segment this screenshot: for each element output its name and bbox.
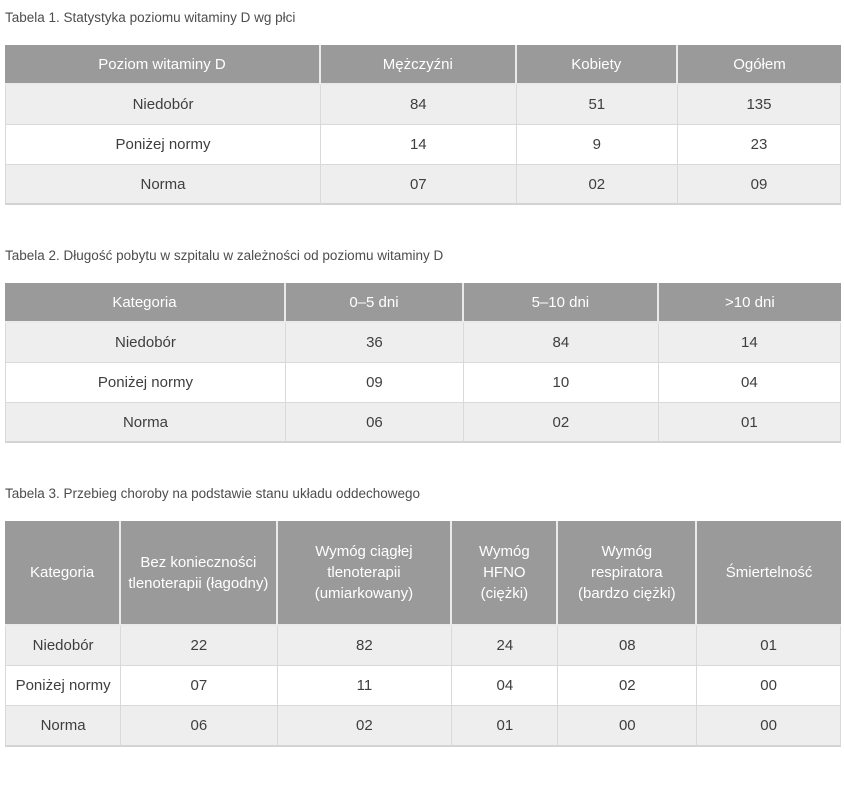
cell: 02 xyxy=(277,706,453,747)
table-2-title: Tabela 2. Długość pobytu w szpitalu w za… xyxy=(5,248,444,263)
row-label: Norma xyxy=(5,403,286,443)
table-row: Poniżej normy 14 9 23 xyxy=(5,125,841,165)
cell: 01 xyxy=(452,706,559,747)
column-header: 0–5 dni xyxy=(285,283,464,323)
row-label: Niedobór xyxy=(5,323,286,363)
cell: 09 xyxy=(677,165,841,205)
row-label: Norma xyxy=(5,165,321,205)
column-header: Śmiertelność xyxy=(697,521,841,626)
table-3-header-row: Kategoria Bez konieczności tlenoterapii … xyxy=(5,521,841,626)
cell: 04 xyxy=(452,666,559,706)
cell: 22 xyxy=(121,626,278,666)
cell: 51 xyxy=(516,85,678,125)
table-3-title: Tabela 3. Przebieg choroby na podstawie … xyxy=(5,486,421,501)
cell: 04 xyxy=(658,363,841,403)
cell: 82 xyxy=(277,626,453,666)
row-label: Norma xyxy=(5,706,122,747)
row-label: Poniżej normy xyxy=(5,666,122,706)
cell: 00 xyxy=(558,706,698,747)
cell: 24 xyxy=(452,626,559,666)
cell: 36 xyxy=(285,323,464,363)
column-header: Ogółem xyxy=(677,45,841,85)
table-1-vitamin-d-by-sex: Poziom witaminy D Mężczyźni Kobiety Ogół… xyxy=(5,45,841,205)
column-header: Wymóg HFNO (ciężki) xyxy=(452,521,559,626)
column-header: Kobiety xyxy=(516,45,678,85)
table-row: Niedobór 22 82 24 08 01 xyxy=(5,626,841,666)
column-header: Mężczyźni xyxy=(321,45,517,85)
table-2-hospital-stay: Kategoria 0–5 dni 5–10 dni >10 dni Niedo… xyxy=(5,283,841,443)
cell: 06 xyxy=(121,706,278,747)
table-row: Poniżej normy 07 11 04 02 00 xyxy=(5,666,841,706)
cell: 00 xyxy=(697,666,841,706)
row-label: Poniżej normy xyxy=(5,363,286,403)
table-row: Poniżej normy 09 10 04 xyxy=(5,363,841,403)
cell: 23 xyxy=(677,125,841,165)
cell: 84 xyxy=(463,323,659,363)
column-header: Kategoria xyxy=(5,283,286,323)
cell: 14 xyxy=(658,323,841,363)
row-label: Niedobór xyxy=(5,626,122,666)
cell: 00 xyxy=(697,706,841,747)
cell: 08 xyxy=(558,626,698,666)
cell: 84 xyxy=(321,85,517,125)
row-label: Niedobór xyxy=(5,85,321,125)
table-2-header-row: Kategoria 0–5 dni 5–10 dni >10 dni xyxy=(5,283,841,323)
column-header: Poziom witaminy D xyxy=(5,45,321,85)
cell: 07 xyxy=(121,666,278,706)
row-label: Poniżej normy xyxy=(5,125,321,165)
table-1-header-row: Poziom witaminy D Mężczyźni Kobiety Ogół… xyxy=(5,45,841,85)
table-2-section: Tabela 2. Długość pobytu w szpitalu w za… xyxy=(5,247,841,443)
table-row: Norma 07 02 09 xyxy=(5,165,841,205)
table-1-section: Tabela 1. Statystyka poziomu witaminy D … xyxy=(5,9,841,205)
table-1-title: Tabela 1. Statystyka poziomu witaminy D … xyxy=(5,10,296,25)
table-3-section: Tabela 3. Przebieg choroby na podstawie … xyxy=(5,485,841,747)
table-row: Norma 06 02 01 xyxy=(5,403,841,443)
column-header: Bez konieczności tlenoterapii (łagodny) xyxy=(121,521,278,626)
cell: 9 xyxy=(516,125,678,165)
cell: 01 xyxy=(658,403,841,443)
column-header: Wymóg ciągłej tlenoterapii (umiarkowany) xyxy=(277,521,453,626)
cell: 02 xyxy=(463,403,659,443)
column-header: Wymóg respiratora (bardzo ciężki) xyxy=(558,521,698,626)
table-row: Niedobór 36 84 14 xyxy=(5,323,841,363)
cell: 07 xyxy=(321,165,517,205)
table-row: Niedobór 84 51 135 xyxy=(5,85,841,125)
cell: 01 xyxy=(697,626,841,666)
column-header: >10 dni xyxy=(658,283,841,323)
cell: 02 xyxy=(516,165,678,205)
cell: 14 xyxy=(321,125,517,165)
table-3-disease-course: Kategoria Bez konieczności tlenoterapii … xyxy=(5,521,841,747)
cell: 06 xyxy=(285,403,464,443)
cell: 11 xyxy=(277,666,453,706)
cell: 10 xyxy=(463,363,659,403)
cell: 135 xyxy=(677,85,841,125)
column-header: 5–10 dni xyxy=(463,283,659,323)
column-header: Kategoria xyxy=(5,521,122,626)
cell: 09 xyxy=(285,363,464,403)
cell: 02 xyxy=(558,666,698,706)
table-row: Norma 06 02 01 00 00 xyxy=(5,706,841,747)
